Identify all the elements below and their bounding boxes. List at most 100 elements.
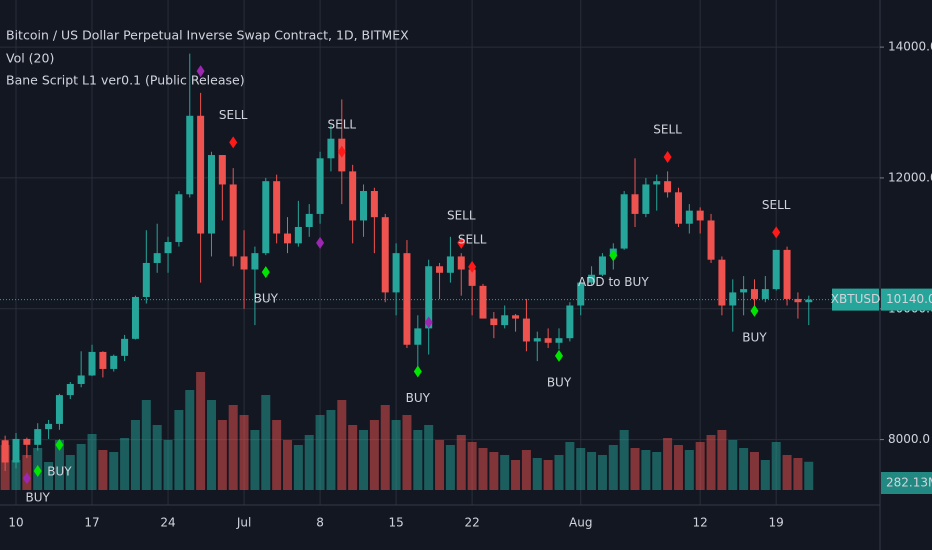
volume-bar bbox=[98, 450, 108, 490]
volume-bar bbox=[760, 460, 770, 490]
x-tick-label: 22 bbox=[464, 516, 479, 530]
volume-bar bbox=[196, 372, 206, 490]
volume-bar bbox=[619, 430, 629, 490]
candle-body bbox=[110, 355, 118, 369]
volume-bar bbox=[749, 452, 759, 490]
x-tick-label: Jul bbox=[236, 516, 251, 530]
signal-label: BUY bbox=[406, 391, 431, 405]
candle-body bbox=[501, 315, 509, 326]
candle-body bbox=[273, 181, 281, 234]
volume-bar bbox=[261, 395, 271, 490]
volume-bar bbox=[478, 448, 488, 490]
signal-marker bbox=[457, 236, 466, 249]
candle-body bbox=[772, 249, 780, 290]
candle-body bbox=[805, 299, 813, 303]
x-tick-label: 24 bbox=[160, 516, 175, 530]
candle-body bbox=[631, 194, 639, 214]
candles bbox=[1, 53, 813, 471]
candle-body bbox=[740, 289, 748, 293]
signal-label: BUY bbox=[742, 330, 767, 344]
volume-bar bbox=[467, 442, 477, 490]
candle-body bbox=[229, 184, 237, 257]
volume-bar bbox=[326, 410, 336, 490]
candle-body bbox=[685, 210, 693, 224]
volume-bar bbox=[272, 420, 282, 490]
candle-body bbox=[750, 289, 758, 299]
volume-bar bbox=[120, 438, 130, 490]
volume-bar bbox=[87, 434, 97, 490]
candle-body bbox=[381, 217, 389, 293]
x-tick-label: 19 bbox=[769, 516, 784, 530]
candle-body bbox=[468, 269, 476, 286]
candle-body bbox=[588, 274, 596, 283]
candle-body bbox=[512, 315, 520, 319]
candle-body bbox=[555, 338, 563, 343]
volume-bar bbox=[174, 410, 184, 490]
candle-body bbox=[34, 429, 42, 445]
candle-body bbox=[577, 282, 585, 306]
candle-body bbox=[66, 383, 74, 396]
x-tick-label: 10 bbox=[8, 516, 23, 530]
candle-body bbox=[794, 298, 802, 303]
volume-bar bbox=[76, 444, 86, 490]
volume-bar bbox=[782, 455, 792, 490]
volume-bar bbox=[663, 438, 673, 490]
volume-bar bbox=[608, 445, 618, 490]
candle-body bbox=[566, 305, 574, 339]
volume-bar bbox=[130, 420, 140, 490]
price-tag bbox=[881, 288, 932, 311]
candle-body bbox=[218, 155, 226, 185]
volume-bar bbox=[152, 425, 162, 490]
volume-bar bbox=[206, 400, 216, 490]
volume-bar bbox=[597, 455, 607, 490]
volume-bar bbox=[283, 440, 292, 490]
volume-bar bbox=[435, 440, 445, 490]
volume-bar bbox=[11, 460, 21, 490]
volume-bar bbox=[554, 455, 564, 490]
volume-bar bbox=[641, 450, 651, 490]
volume-bar bbox=[44, 462, 54, 490]
signal-marker bbox=[229, 136, 238, 149]
candle-body bbox=[718, 259, 726, 306]
candle-body bbox=[696, 210, 704, 221]
candle-body bbox=[1, 440, 9, 463]
volume-bar bbox=[109, 452, 119, 490]
candle-body bbox=[533, 338, 541, 342]
signal-marker bbox=[22, 472, 31, 485]
volume-bar bbox=[315, 415, 325, 490]
volume-bar bbox=[141, 400, 151, 490]
signal-marker bbox=[337, 145, 346, 158]
volume-tag bbox=[881, 472, 932, 494]
candle-body bbox=[240, 256, 248, 270]
candle-body bbox=[77, 375, 85, 384]
x-tick-label: 17 bbox=[84, 516, 99, 530]
volume-tag-label: 282.13M bbox=[886, 476, 932, 490]
candle-body bbox=[99, 351, 107, 369]
volume-bar bbox=[424, 425, 434, 490]
volume-bar bbox=[391, 420, 401, 490]
volume-bar bbox=[728, 440, 738, 490]
candle-body bbox=[729, 292, 737, 306]
candle-body bbox=[164, 242, 172, 254]
candle-body bbox=[197, 115, 205, 234]
volume-bar bbox=[369, 420, 379, 490]
volume-bar bbox=[65, 455, 75, 490]
candle-body bbox=[653, 181, 661, 185]
signal-label: SELL bbox=[458, 232, 487, 246]
candle-body bbox=[175, 194, 183, 243]
x-tick-label: 15 bbox=[388, 516, 403, 530]
volume-bar bbox=[695, 442, 705, 490]
signal-marker bbox=[424, 316, 433, 329]
candle-body bbox=[544, 338, 552, 343]
volume-bar bbox=[250, 430, 260, 490]
axes: 8000.010000.012000.014000.0101724Jul8152… bbox=[0, 40, 932, 530]
signal-label: BUY bbox=[26, 490, 51, 504]
volume-bar bbox=[445, 445, 455, 490]
volume-bar bbox=[804, 461, 814, 490]
volume-bar bbox=[673, 445, 683, 490]
candle-body bbox=[360, 191, 368, 221]
volume-bar bbox=[500, 455, 510, 490]
volume-bar bbox=[489, 452, 499, 490]
candle-body bbox=[425, 266, 433, 329]
